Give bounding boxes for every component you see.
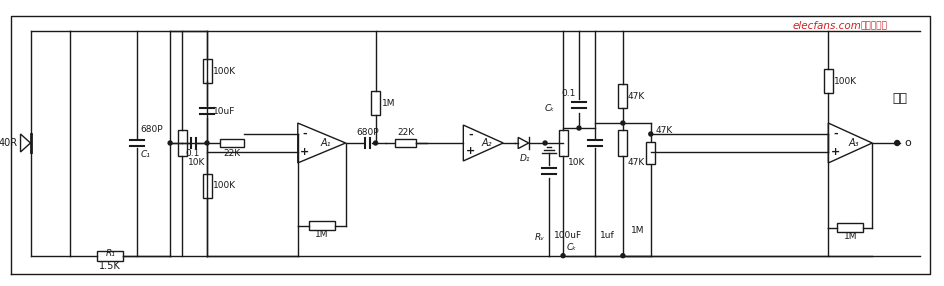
Text: D₁: D₁ [520, 154, 531, 164]
Text: 1M: 1M [315, 230, 329, 239]
Circle shape [621, 254, 625, 258]
Text: -: - [302, 129, 307, 139]
Text: R₁: R₁ [106, 249, 115, 258]
Bar [824, 69, 833, 93]
Text: o: o [904, 138, 911, 148]
Text: Cₖ: Cₖ [567, 243, 577, 252]
Text: Cₖ: Cₖ [545, 104, 555, 113]
Text: A₂: A₂ [482, 138, 493, 148]
Text: +: + [831, 147, 840, 157]
Circle shape [621, 121, 625, 125]
Text: 0.1: 0.1 [561, 89, 576, 98]
Text: 1M: 1M [381, 99, 395, 108]
Text: A₃: A₃ [849, 138, 859, 148]
Circle shape [374, 141, 378, 145]
Polygon shape [464, 125, 503, 161]
Text: 40R: 40R [0, 138, 18, 148]
Polygon shape [297, 123, 346, 163]
Bar [618, 84, 628, 108]
Text: 10uF: 10uF [213, 107, 235, 116]
Bar [220, 138, 244, 148]
Polygon shape [518, 137, 529, 149]
Text: +: + [465, 146, 475, 156]
Circle shape [543, 141, 548, 145]
Text: 47K: 47K [628, 158, 645, 167]
Circle shape [649, 132, 653, 136]
Bar [837, 223, 863, 232]
Bar [97, 251, 124, 261]
Text: 电子发烧友: 电子发烧友 [860, 22, 887, 31]
Text: A₁: A₁ [320, 138, 331, 148]
Text: 100K: 100K [213, 67, 236, 76]
Bar [647, 142, 655, 164]
Bar [203, 59, 211, 83]
Text: C₁: C₁ [141, 150, 150, 160]
Text: 47K: 47K [656, 126, 673, 134]
Text: 1uf: 1uf [600, 231, 615, 240]
Bar [395, 138, 416, 148]
Text: 47K: 47K [628, 92, 645, 101]
Text: 10K: 10K [188, 158, 206, 167]
Bar [559, 130, 567, 156]
Circle shape [205, 141, 209, 145]
Text: 100K: 100K [213, 181, 236, 190]
Text: 100K: 100K [834, 77, 857, 86]
Text: 22K: 22K [396, 128, 414, 136]
Text: 1M: 1M [844, 232, 857, 241]
Text: 680P: 680P [141, 124, 162, 134]
Circle shape [895, 140, 900, 146]
Text: -: - [468, 130, 473, 140]
Text: 0.1: 0.1 [186, 150, 200, 158]
Text: elecfans.com: elecfans.com [792, 21, 861, 31]
Text: 22K: 22K [224, 150, 241, 158]
Text: -: - [833, 129, 837, 139]
Bar [371, 91, 380, 115]
Text: Rᵥ: Rᵥ [535, 233, 545, 242]
Circle shape [577, 126, 581, 130]
Text: 输出: 输出 [893, 92, 907, 105]
Circle shape [561, 254, 565, 258]
Text: 680P: 680P [356, 128, 379, 136]
Bar [177, 130, 187, 156]
Text: 1M: 1M [631, 226, 645, 235]
Polygon shape [21, 134, 30, 152]
Circle shape [168, 141, 172, 145]
Text: 1.5K: 1.5K [99, 261, 121, 271]
Text: 100uF: 100uF [554, 231, 582, 240]
Text: +: + [300, 147, 310, 157]
Bar [618, 130, 628, 156]
Polygon shape [828, 123, 872, 163]
Bar [309, 221, 335, 230]
Text: 10K: 10K [568, 158, 585, 167]
Bar [203, 174, 211, 198]
